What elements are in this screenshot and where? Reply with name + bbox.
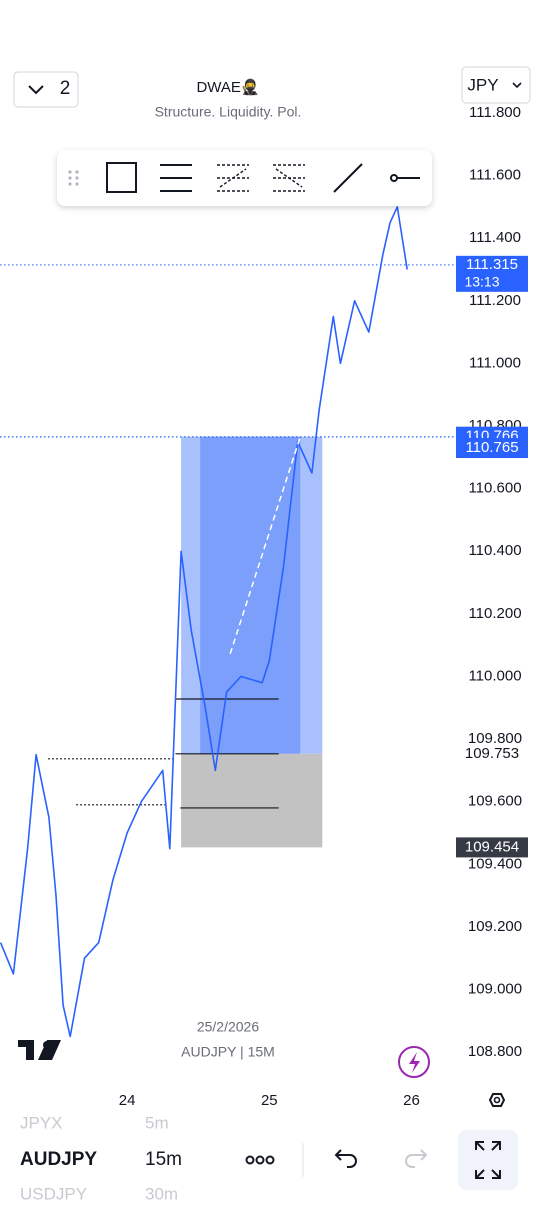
y-tick-label: 109.400	[468, 855, 522, 872]
interval-current[interactable]: 15m	[145, 1149, 182, 1170]
interval-prev[interactable]: 5m	[145, 1113, 169, 1132]
watermark-date: 25/2/2026	[197, 1019, 259, 1035]
x-tick-label: 25	[261, 1092, 278, 1109]
indicator-subtitle: Structure. Liquidity. Pol.	[155, 104, 302, 120]
y-tick-label: 109.200	[468, 918, 522, 935]
trend-line-tool[interactable]	[333, 163, 363, 193]
y-tick-label: 109.600	[468, 793, 522, 810]
y-tick-label: 110.600	[468, 480, 521, 497]
y-tick-label: 110.400	[468, 542, 521, 559]
y-tick-label: 111.800	[469, 104, 521, 121]
price-tag-label: 110.765	[465, 439, 518, 456]
x-tick-label: 24	[119, 1092, 136, 1109]
rectangle-tool[interactable]	[106, 162, 137, 193]
y-tick-label: 111.000	[469, 354, 521, 371]
handle	[390, 174, 398, 182]
y-tick-label: 111.600	[469, 167, 521, 184]
fib-tool[interactable]	[160, 164, 192, 192]
price-tag	[456, 743, 528, 764]
short-position-tool[interactable]	[273, 164, 305, 192]
axes: 111.800111.600111.400111.200111.000110.8…	[0, 104, 528, 1109]
y-tick-label: 108.800	[468, 1043, 522, 1060]
price-tag	[456, 438, 528, 459]
y-tick-label: 110.000	[468, 667, 521, 684]
long-position-tool[interactable]	[217, 164, 249, 192]
settings-button[interactable]	[488, 1093, 506, 1107]
stop-zone	[181, 753, 323, 848]
y-tick-label: 109.800	[468, 730, 522, 747]
countdown-label: 13:13	[464, 274, 499, 290]
tv-logo	[18, 1040, 61, 1060]
currency-button[interactable]	[461, 66, 531, 104]
currency-label: JPY	[467, 75, 498, 94]
indicator-title: DWAE🥷	[196, 78, 259, 96]
y-tick-label: 111.200	[469, 292, 521, 309]
y-tick-label: 111.400	[469, 229, 521, 246]
price-line	[0, 206, 408, 1038]
x-tick-label: 26	[403, 1092, 420, 1109]
target-fill	[200, 436, 301, 754]
fullscreen-icon	[475, 1141, 501, 1179]
plot-area	[0, 206, 408, 1038]
interval-next[interactable]: 30m	[145, 1184, 178, 1203]
more-button[interactable]	[245, 1155, 275, 1165]
price-tag-label: 111.315	[466, 256, 518, 273]
undo-button[interactable]	[334, 1149, 357, 1168]
symbol-prev[interactable]: JPYX	[20, 1113, 63, 1132]
tv-logo	[43, 1041, 51, 1049]
drag-handle[interactable]	[68, 170, 79, 186]
lightning-icon	[409, 1052, 420, 1073]
fullscreen-button[interactable]	[458, 1130, 518, 1190]
chevron-icon	[28, 85, 44, 95]
symbol-current[interactable]: AUDJPY	[20, 1149, 97, 1170]
y-tick-label: 110.200	[468, 605, 521, 622]
settings-icon	[493, 1096, 501, 1104]
watermark-symbol: AUDJPY | 15M	[181, 1044, 275, 1060]
price-tag	[456, 255, 528, 292]
price-tag	[456, 837, 528, 858]
layout-count: 2	[60, 78, 71, 99]
layout-button[interactable]	[13, 71, 79, 108]
drawing-toolbar	[57, 150, 432, 206]
symbol-next[interactable]: USDJPY	[20, 1184, 87, 1203]
chevron-icon	[512, 82, 522, 89]
y-tick-label: 109.000	[468, 980, 522, 997]
trade-path	[229, 436, 301, 655]
price-tag-label: 109.454	[465, 838, 519, 855]
redo-button[interactable]	[405, 1149, 428, 1168]
price-tag-label: 109.753	[465, 745, 519, 762]
lightning-button[interactable]	[398, 1046, 430, 1078]
